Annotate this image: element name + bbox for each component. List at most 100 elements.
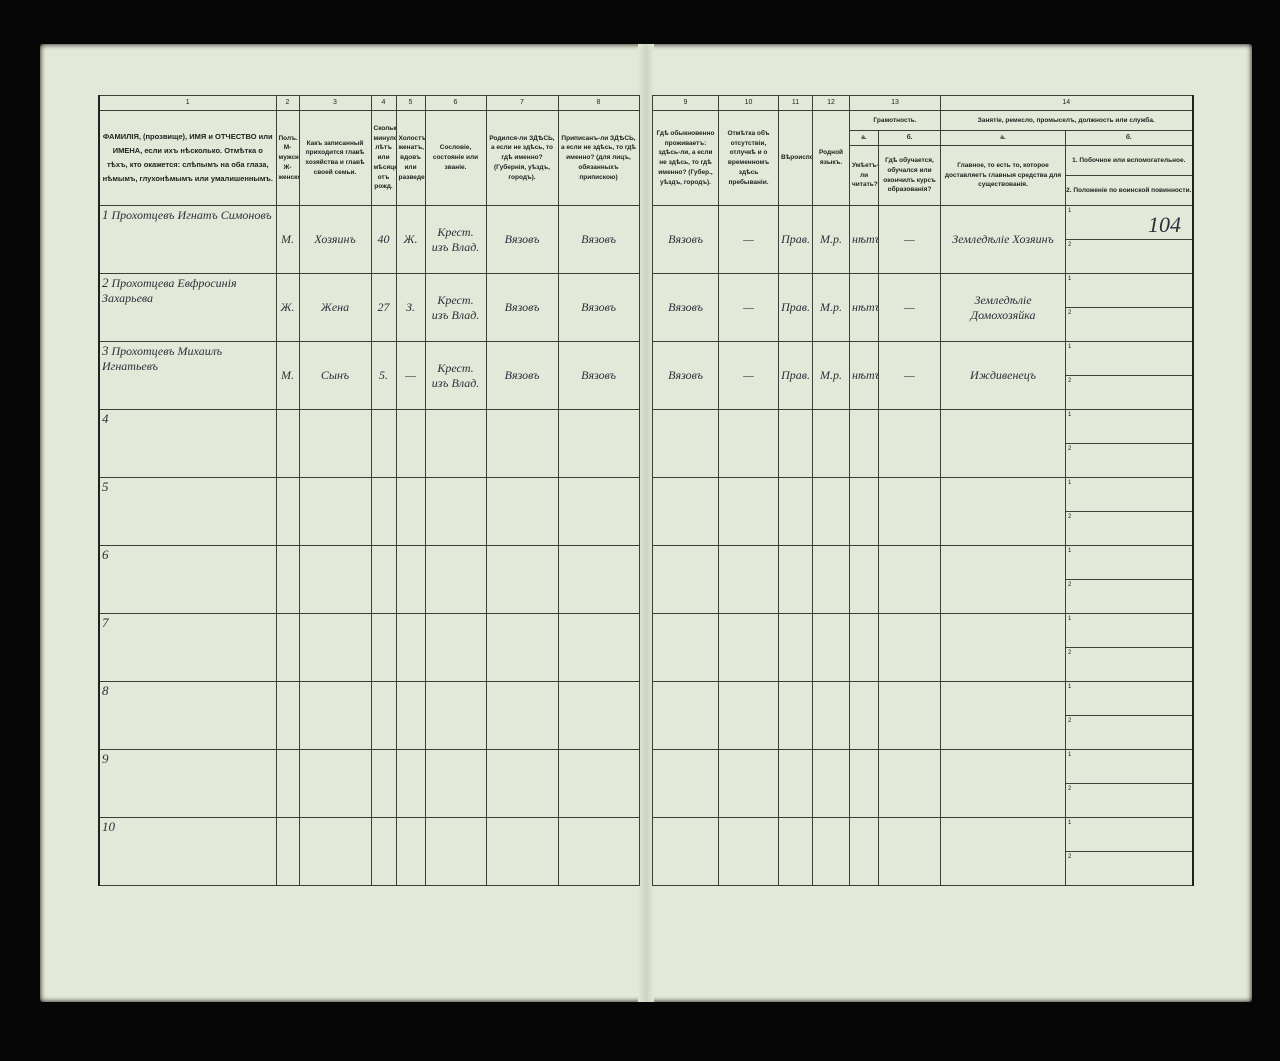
military-status-cell: 2	[1065, 307, 1194, 342]
person-name: Прохотцевъ Михаилъ Игнатьевъ	[102, 344, 223, 373]
registered-cell	[557, 817, 640, 886]
row-number: 7	[102, 615, 109, 630]
person-row: 1	[652, 749, 1194, 818]
born-cell: Вязовъ	[485, 205, 559, 274]
military-status-cell: 2	[1065, 715, 1194, 750]
education-cell: —	[877, 205, 942, 274]
row-number: 2	[102, 275, 109, 290]
residence-cell	[652, 681, 719, 750]
name-cell[interactable]: 3 Прохотцевъ Михаилъ Игнатьевъ	[98, 341, 277, 410]
name-cell[interactable]: 2 Прохотцева Евфросинія Захарьева	[98, 273, 277, 342]
subcolumn-label: б.	[1065, 130, 1194, 146]
person-row: 8	[98, 681, 640, 750]
column-header: Какъ записанный приходится главѣ хозяйст…	[298, 110, 372, 206]
age-cell	[370, 749, 397, 818]
literate-cell: нѣтъ	[849, 341, 879, 410]
sex-cell	[275, 409, 300, 478]
literate-cell	[849, 681, 879, 750]
registered-cell	[557, 545, 640, 614]
estate-cell	[424, 477, 487, 546]
absence-cell	[718, 749, 779, 818]
person-name: Прохотцевъ Игнатъ Симоновъ	[111, 208, 272, 222]
born-cell	[485, 545, 559, 614]
person-row: 1	[652, 817, 1194, 886]
secondary-occupation-cell: 1	[1065, 273, 1194, 308]
row-number: 10	[102, 819, 115, 834]
row-number: 4	[102, 411, 109, 426]
relation-cell: Жена	[298, 273, 372, 342]
religion-cell: Прав.	[778, 273, 813, 342]
literate-cell	[849, 477, 879, 546]
residence-cell: Вязовъ	[652, 341, 719, 410]
sex-cell	[275, 749, 300, 818]
name-cell[interactable]: 7	[98, 613, 277, 682]
residence-cell	[652, 545, 719, 614]
subcolumn-label: а.	[940, 130, 1067, 146]
absence-cell	[718, 477, 779, 546]
military-status-cell: 2	[1065, 239, 1194, 274]
military-status-cell: 2	[1065, 511, 1194, 546]
religion-cell	[778, 409, 813, 478]
military-status-cell: 2	[1065, 851, 1194, 886]
literate-cell	[849, 409, 879, 478]
secondary-occupation-cell: 1	[1065, 409, 1194, 444]
person-name: Прохотцева Евфросинія Захарьева	[102, 276, 237, 305]
column-number: 5	[395, 95, 426, 111]
literate-cell	[849, 817, 879, 886]
marital-cell	[395, 545, 426, 614]
column-number: 14	[940, 95, 1194, 111]
name-cell[interactable]: 6	[98, 545, 277, 614]
absence-cell	[718, 409, 779, 478]
sex-cell	[275, 545, 300, 614]
person-row: 7	[98, 613, 640, 682]
age-cell: 5.	[370, 341, 397, 410]
language-cell	[812, 613, 850, 682]
column-group-header: Занятіе, ремесло, промыселъ, должность и…	[940, 110, 1194, 131]
relation-cell	[298, 681, 372, 750]
person-row: 6	[98, 545, 640, 614]
occupation-cell	[940, 681, 1067, 750]
subheader-1: 1. Побочное или вспомогательное.	[1066, 147, 1192, 176]
column-number: 12	[812, 95, 850, 111]
born-cell: Вязовъ	[485, 341, 559, 410]
residence-cell	[652, 613, 719, 682]
column-header: Родился-ли ЗДѢСЬ, а если не здѣсь, то гд…	[485, 110, 559, 206]
residence-cell: Вязовъ	[652, 273, 719, 342]
marital-cell	[395, 749, 426, 818]
row-number: 6	[102, 547, 109, 562]
religion-cell	[778, 545, 813, 614]
name-cell[interactable]: 9	[98, 749, 277, 818]
column-header: Родной языкъ.	[812, 110, 850, 206]
column-header: Главное, то есть то, которое доставляетъ…	[940, 145, 1067, 206]
name-cell[interactable]: 1 Прохотцевъ Игнатъ Симоновъ	[98, 205, 277, 274]
education-cell	[877, 613, 942, 682]
born-cell	[485, 409, 559, 478]
name-cell[interactable]: 10	[98, 817, 277, 886]
sex-cell: Ж.	[275, 273, 300, 342]
language-cell: М.р.	[812, 341, 850, 410]
name-cell[interactable]: 4	[98, 409, 277, 478]
secondary-occupation-cell: 1	[1065, 681, 1194, 716]
registered-cell	[557, 681, 640, 750]
occupation-cell	[940, 613, 1067, 682]
absence-cell	[718, 681, 779, 750]
language-cell	[812, 749, 850, 818]
education-cell	[877, 545, 942, 614]
religion-cell: Прав.	[778, 341, 813, 410]
name-cell[interactable]: 8	[98, 681, 277, 750]
education-cell	[877, 409, 942, 478]
language-cell	[812, 477, 850, 546]
subcolumn-label: а.	[849, 130, 879, 146]
residence-cell	[652, 477, 719, 546]
secondary-occupation-cell: 1	[1065, 341, 1194, 376]
name-cell[interactable]: 5	[98, 477, 277, 546]
secondary-occupation-cell: 1	[1065, 749, 1194, 784]
education-cell	[877, 477, 942, 546]
education-cell	[877, 817, 942, 886]
estate-cell	[424, 545, 487, 614]
age-cell	[370, 817, 397, 886]
secondary-occupation-cell: 1	[1065, 613, 1194, 648]
column-number: 11	[778, 95, 813, 111]
person-row: Вязовъ — Прав. М.р. нѣтъ — Земледѣліе Хозяинъ 1	[652, 205, 1194, 274]
relation-cell	[298, 545, 372, 614]
